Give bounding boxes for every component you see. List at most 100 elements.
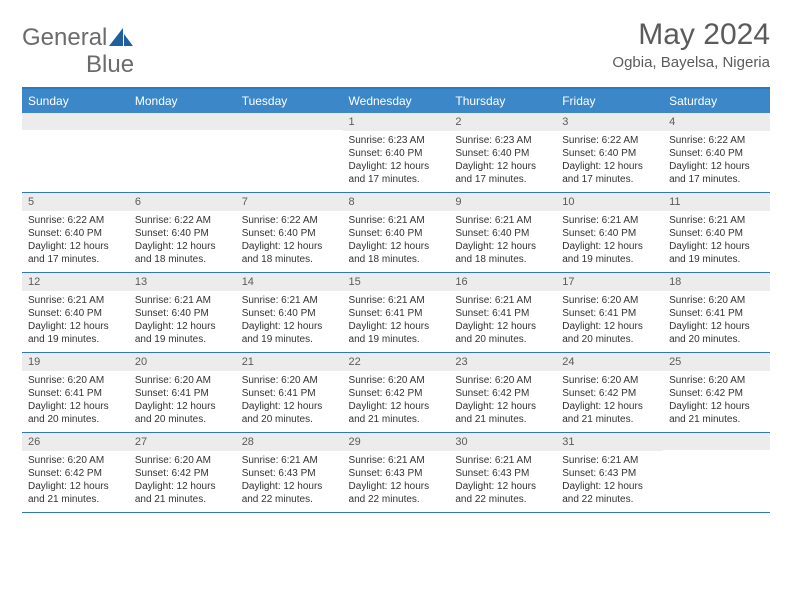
day-cell: 20Sunrise: 6:20 AM Sunset: 6:41 PM Dayli… <box>129 353 236 433</box>
day-cell: 17 Sunrise: 6:20 AM Sunset: 6:41 PM Dayli… <box>556 273 663 353</box>
day-body: Sunrise: 6:20 AM Sunset: 6:42 PM Dayligh… <box>343 371 450 432</box>
day-details: Sunrise: 6:21 AM Sunset: 6:40 PM Dayligh… <box>349 214 444 266</box>
day-body: Sunrise: 6:22 AM Sunset: 6:40 PM Dayligh… <box>236 211 343 272</box>
day-details: Sunrise: 6:22 AM Sunset: 6:40 PM Dayligh… <box>242 214 337 266</box>
day-number: 30 <box>449 433 556 451</box>
day-details: Sunrise: 6:23 AM Sunset: 6:40 PM Dayligh… <box>455 134 550 186</box>
day-details: Sunrise: 6:20 AM Sunset: 6:42 PM Dayligh… <box>562 374 657 426</box>
day-body: Sunrise: 6:20 AM Sunset: 6:42 PM Dayligh… <box>22 451 129 512</box>
day-cell: 4Sunrise: 6:22 AM Sunset: 6:40 PM Daylig… <box>663 113 770 193</box>
calendar-page: General May 2024 Ogbia, Bayelsa, Nigeria… <box>0 0 792 531</box>
day-body <box>236 130 343 188</box>
day-cell: 21Sunrise: 6:20 AM Sunset: 6:41 PM Dayli… <box>236 353 343 433</box>
day-details: Sunrise: 6:21 AM Sunset: 6:40 PM Dayligh… <box>669 214 764 266</box>
day-details: Sunrise: 6:21 AM Sunset: 6:40 PM Dayligh… <box>562 214 657 266</box>
day-body: Sunrise: 6:21 AM Sunset: 6:40 PM Dayligh… <box>236 291 343 352</box>
day-cell: 6Sunrise: 6:22 AM Sunset: 6:40 PM Daylig… <box>129 193 236 273</box>
day-cell <box>129 113 236 193</box>
day-cell: 12Sunrise: 6:21 AM Sunset: 6:40 PM Dayli… <box>22 273 129 353</box>
day-cell: 19Sunrise: 6:20 AM Sunset: 6:41 PM Dayli… <box>22 353 129 433</box>
calendar-body: 1 Sunrise: 6:23 AM Sunset: 6:40 PM Daylig… <box>22 113 770 513</box>
day-cell: 11Sunrise: 6:21 AM Sunset: 6:40 PM Dayli… <box>663 193 770 273</box>
day-cell: 29 Sunrise: 6:21 AM Sunset: 6:43 PM Dayli… <box>343 433 450 513</box>
weekday-header: Monday <box>129 88 236 113</box>
day-details: Sunrise: 6:21 AM Sunset: 6:43 PM Dayligh… <box>455 454 550 506</box>
week-row: 1 Sunrise: 6:23 AM Sunset: 6:40 PM Daylig… <box>22 113 770 193</box>
day-body: Sunrise: 6:20 AM Sunset: 6:41 PM Dayligh… <box>663 291 770 352</box>
day-number: 29 <box>343 433 450 451</box>
day-number: 16 <box>449 273 556 291</box>
day-cell: 31 Sunrise: 6:21 AM Sunset: 6:43 PM Dayli… <box>556 433 663 513</box>
day-details: Sunrise: 6:21 AM Sunset: 6:40 PM Dayligh… <box>135 294 230 346</box>
day-number: 3 <box>556 113 663 131</box>
day-cell: 24 Sunrise: 6:20 AM Sunset: 6:42 PM Dayli… <box>556 353 663 433</box>
weekday-header: Friday <box>556 88 663 113</box>
weekday-header: Wednesday <box>343 88 450 113</box>
day-body <box>22 130 129 188</box>
day-number: 5 <box>22 193 129 211</box>
day-details: Sunrise: 6:21 AM Sunset: 6:41 PM Dayligh… <box>455 294 550 346</box>
weekday-header: Sunday <box>22 88 129 113</box>
day-number: 18 <box>663 273 770 291</box>
day-body: Sunrise: 6:20 AM Sunset: 6:42 PM Dayligh… <box>449 371 556 432</box>
day-body: Sunrise: 6:22 AM Sunset: 6:40 PM Dayligh… <box>129 211 236 272</box>
day-number: 14 <box>236 273 343 291</box>
week-row: 26Sunrise: 6:20 AM Sunset: 6:42 PM Dayli… <box>22 433 770 513</box>
day-details: Sunrise: 6:20 AM Sunset: 6:42 PM Dayligh… <box>455 374 550 426</box>
day-body <box>663 450 770 508</box>
day-number: 25 <box>663 353 770 371</box>
day-details: Sunrise: 6:20 AM Sunset: 6:42 PM Dayligh… <box>135 454 230 506</box>
day-number: 20 <box>129 353 236 371</box>
day-details: Sunrise: 6:22 AM Sunset: 6:40 PM Dayligh… <box>135 214 230 266</box>
day-details: Sunrise: 6:21 AM Sunset: 6:43 PM Dayligh… <box>349 454 444 506</box>
day-number: 31 <box>556 433 663 451</box>
day-cell: 30 Sunrise: 6:21 AM Sunset: 6:43 PM Dayli… <box>449 433 556 513</box>
day-cell: 25Sunrise: 6:20 AM Sunset: 6:42 PM Dayli… <box>663 353 770 433</box>
day-cell <box>22 113 129 193</box>
day-body: Sunrise: 6:20 AM Sunset: 6:41 PM Dayligh… <box>236 371 343 432</box>
day-body: Sunrise: 6:21 AM Sunset: 6:43 PM Dayligh… <box>343 451 450 512</box>
day-cell: 16 Sunrise: 6:21 AM Sunset: 6:41 PM Dayli… <box>449 273 556 353</box>
day-details: Sunrise: 6:20 AM Sunset: 6:41 PM Dayligh… <box>562 294 657 346</box>
calendar-table: Sunday Monday Tuesday Wednesday Thursday… <box>22 87 770 513</box>
day-cell: 3Sunrise: 6:22 AM Sunset: 6:40 PM Daylig… <box>556 113 663 193</box>
day-number: 10 <box>556 193 663 211</box>
day-cell: 7 Sunrise: 6:22 AM Sunset: 6:40 PM Daylig… <box>236 193 343 273</box>
day-body: Sunrise: 6:20 AM Sunset: 6:42 PM Dayligh… <box>663 371 770 432</box>
day-number <box>663 433 770 450</box>
day-details: Sunrise: 6:21 AM Sunset: 6:43 PM Dayligh… <box>562 454 657 506</box>
day-number: 24 <box>556 353 663 371</box>
day-body: Sunrise: 6:21 AM Sunset: 6:40 PM Dayligh… <box>663 211 770 272</box>
day-number: 1 <box>343 113 450 131</box>
day-body: Sunrise: 6:20 AM Sunset: 6:41 PM Dayligh… <box>129 371 236 432</box>
day-number: 12 <box>22 273 129 291</box>
day-body: Sunrise: 6:22 AM Sunset: 6:40 PM Dayligh… <box>556 131 663 192</box>
day-body: Sunrise: 6:21 AM Sunset: 6:40 PM Dayligh… <box>556 211 663 272</box>
day-number <box>22 113 129 130</box>
day-cell: 9Sunrise: 6:21 AM Sunset: 6:40 PM Daylig… <box>449 193 556 273</box>
day-body: Sunrise: 6:20 AM Sunset: 6:42 PM Dayligh… <box>556 371 663 432</box>
day-cell: 2 Sunrise: 6:23 AM Sunset: 6:40 PM Daylig… <box>449 113 556 193</box>
day-body: Sunrise: 6:22 AM Sunset: 6:40 PM Dayligh… <box>22 211 129 272</box>
day-cell <box>663 433 770 513</box>
day-number: 7 <box>236 193 343 211</box>
day-body: Sunrise: 6:21 AM Sunset: 6:43 PM Dayligh… <box>449 451 556 512</box>
day-number: 2 <box>449 113 556 131</box>
day-cell: 10 Sunrise: 6:21 AM Sunset: 6:40 PM Dayli… <box>556 193 663 273</box>
day-details: Sunrise: 6:20 AM Sunset: 6:42 PM Dayligh… <box>28 454 123 506</box>
day-body: Sunrise: 6:20 AM Sunset: 6:42 PM Dayligh… <box>129 451 236 512</box>
day-number: 8 <box>343 193 450 211</box>
day-body: Sunrise: 6:22 AM Sunset: 6:40 PM Dayligh… <box>663 131 770 192</box>
day-details: Sunrise: 6:20 AM Sunset: 6:41 PM Dayligh… <box>242 374 337 426</box>
logo: General <box>22 18 137 52</box>
day-number <box>129 113 236 130</box>
day-body: Sunrise: 6:21 AM Sunset: 6:43 PM Dayligh… <box>236 451 343 512</box>
day-number: 17 <box>556 273 663 291</box>
day-number: 22 <box>343 353 450 371</box>
day-cell: 1Sunrise: 6:23 AM Sunset: 6:40 PM Daylig… <box>343 113 450 193</box>
day-number: 28 <box>236 433 343 451</box>
logo-word2: Blue <box>86 51 134 78</box>
day-number <box>236 113 343 130</box>
logo-word1: General <box>22 24 107 52</box>
week-row: 19Sunrise: 6:20 AM Sunset: 6:41 PM Dayli… <box>22 353 770 433</box>
